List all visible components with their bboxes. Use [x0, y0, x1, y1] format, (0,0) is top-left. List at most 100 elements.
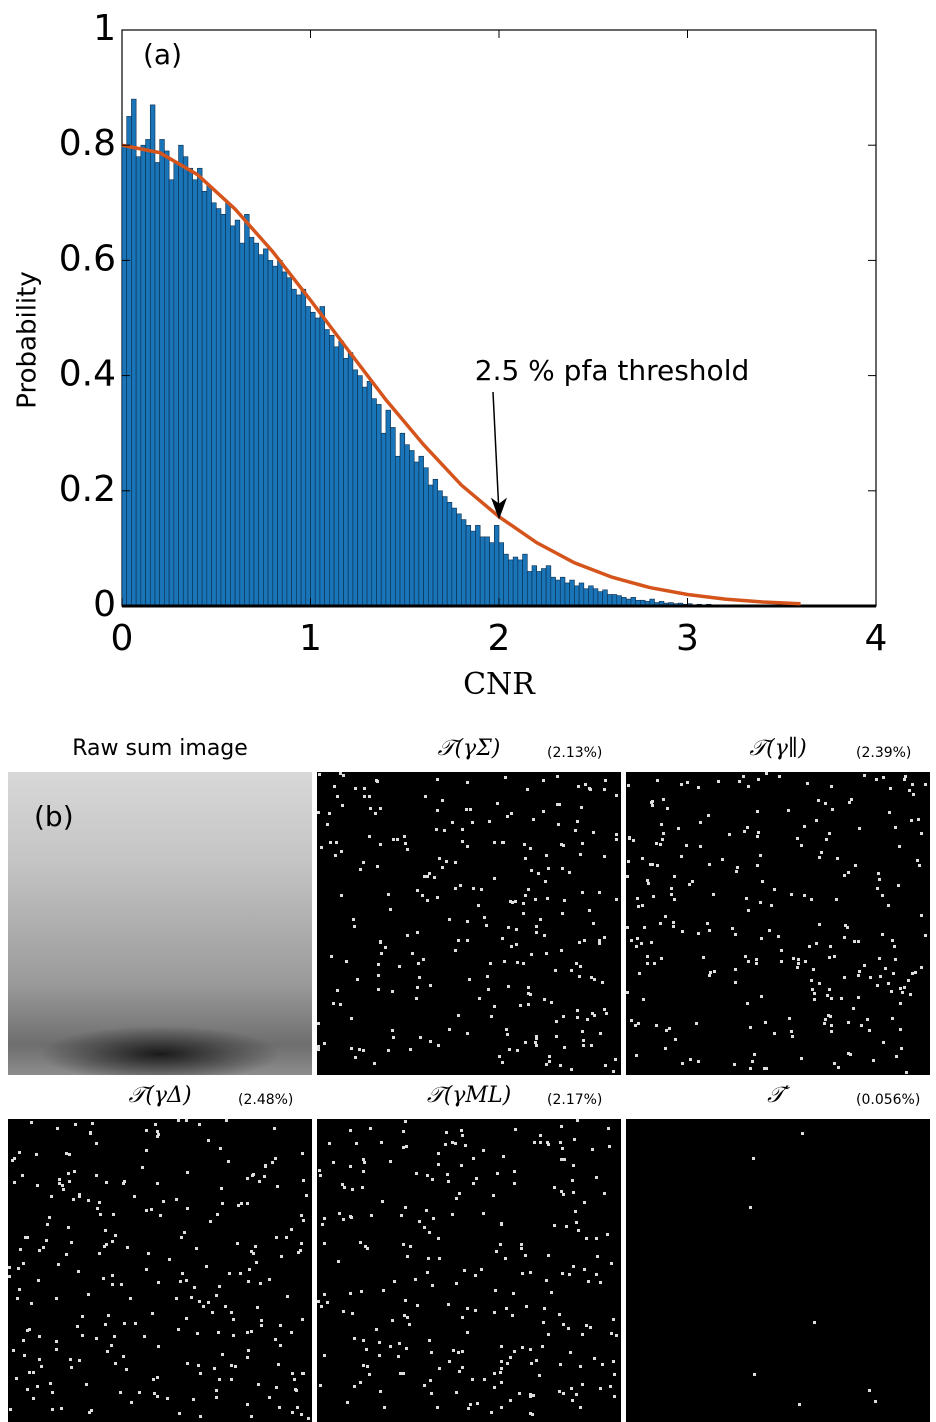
detection-pixel — [557, 823, 560, 826]
detection-pixel — [323, 1242, 326, 1245]
detection-pixel — [478, 997, 481, 1000]
detection-pixel — [847, 871, 850, 874]
detection-pixel — [903, 778, 906, 781]
detection-pixel — [555, 1020, 558, 1023]
bar — [517, 559, 523, 607]
detection-pixel — [640, 942, 643, 945]
detection-pixel — [571, 1179, 574, 1182]
detection-pixel — [379, 940, 382, 943]
detection-pixel — [379, 807, 382, 810]
detection-pixel — [129, 1297, 132, 1300]
detection-pixel — [670, 887, 673, 890]
detection-pixel — [461, 840, 464, 843]
detection-pixel — [508, 1048, 511, 1051]
detection-pixel — [406, 934, 409, 937]
bar — [423, 467, 429, 607]
detection-pixel — [612, 1070, 615, 1073]
image-panel — [8, 1119, 312, 1422]
x-tick-label: 4 — [865, 618, 888, 659]
detection-pixel — [213, 1367, 216, 1370]
detection-pixel — [199, 1372, 202, 1375]
detection-pixel — [731, 927, 734, 930]
detection-pixel — [811, 988, 814, 991]
detection-pixel — [574, 829, 577, 832]
detection-pixel — [455, 1391, 458, 1394]
detection-pixel — [642, 998, 645, 1001]
bar — [376, 404, 382, 607]
detection-pixel — [447, 1303, 450, 1306]
detection-pixel — [297, 1251, 300, 1254]
detection-pixel — [823, 1022, 826, 1025]
detection-pixel — [576, 1119, 579, 1122]
detection-pixel — [343, 1186, 346, 1189]
detection-pixel — [405, 1145, 408, 1148]
detection-pixel — [672, 921, 675, 924]
detection-pixel — [392, 1036, 395, 1039]
detection-pixel — [30, 1302, 33, 1305]
detection-pixel — [88, 1411, 91, 1414]
detection-pixel — [562, 844, 565, 847]
detection-pixel — [810, 898, 813, 901]
detection-pixel — [626, 926, 629, 929]
detection-pixel — [568, 1273, 571, 1276]
detection-pixel — [345, 960, 348, 963]
detection-pixel — [339, 772, 342, 775]
detection-pixel — [519, 1004, 522, 1007]
detection-pixel — [436, 896, 439, 899]
detection-pixel — [441, 799, 444, 802]
detection-pixel — [28, 1328, 31, 1331]
detection-pixel — [656, 779, 659, 782]
bar — [201, 190, 208, 607]
detection-pixel — [543, 998, 546, 1001]
detection-pixel — [467, 1407, 470, 1410]
detection-pixel — [409, 1245, 412, 1248]
detection-pixel — [458, 1370, 461, 1373]
detection-pixel — [423, 1226, 426, 1229]
detection-pixel — [599, 1281, 602, 1284]
detection-pixel — [461, 1350, 464, 1353]
detection-pixel — [370, 1214, 373, 1217]
detection-pixel — [897, 884, 900, 887]
detection-pixel — [815, 942, 818, 945]
detection-pixel — [882, 1041, 885, 1044]
panels-label: (b) — [34, 800, 74, 833]
detection-pixel — [560, 1158, 563, 1161]
detection-pixel — [514, 900, 517, 903]
detection-pixel — [560, 1190, 563, 1193]
detection-pixel — [334, 854, 337, 857]
detection-pixel — [582, 1044, 585, 1047]
detection-pixel — [542, 1321, 545, 1324]
detection-pixel — [85, 1383, 88, 1386]
detection-pixel — [558, 803, 561, 806]
detection-pixel — [87, 1199, 90, 1202]
detection-pixel — [734, 981, 737, 984]
bar — [357, 375, 363, 607]
detection-pixel — [606, 1233, 609, 1236]
detection-pixel — [448, 1360, 451, 1363]
detection-pixel — [607, 1127, 610, 1130]
detection-pixel — [38, 1335, 41, 1338]
detection-pixel — [924, 934, 927, 937]
detection-pixel — [105, 1181, 108, 1184]
detection-pixel — [373, 1062, 376, 1065]
detection-pixel — [626, 991, 629, 994]
detection-pixel — [490, 1411, 493, 1414]
bar — [460, 519, 467, 607]
bar — [602, 589, 608, 607]
detection-pixel — [545, 854, 548, 857]
detection-pixel — [603, 936, 606, 939]
panel-label: (a) — [143, 38, 182, 71]
detection-pixel — [917, 818, 920, 821]
detection-pixel — [610, 1262, 613, 1265]
detection-pixel — [576, 1009, 579, 1012]
detection-pixel — [415, 1172, 418, 1175]
detection-pixel — [466, 1032, 469, 1035]
detection-pixel — [472, 1182, 475, 1185]
detection-pixel — [445, 860, 448, 863]
bar — [465, 525, 472, 607]
detection-pixel — [768, 929, 771, 932]
detection-pixel — [824, 1018, 827, 1021]
bar — [267, 260, 274, 607]
detection-pixel — [837, 1066, 840, 1069]
bar — [616, 595, 622, 607]
